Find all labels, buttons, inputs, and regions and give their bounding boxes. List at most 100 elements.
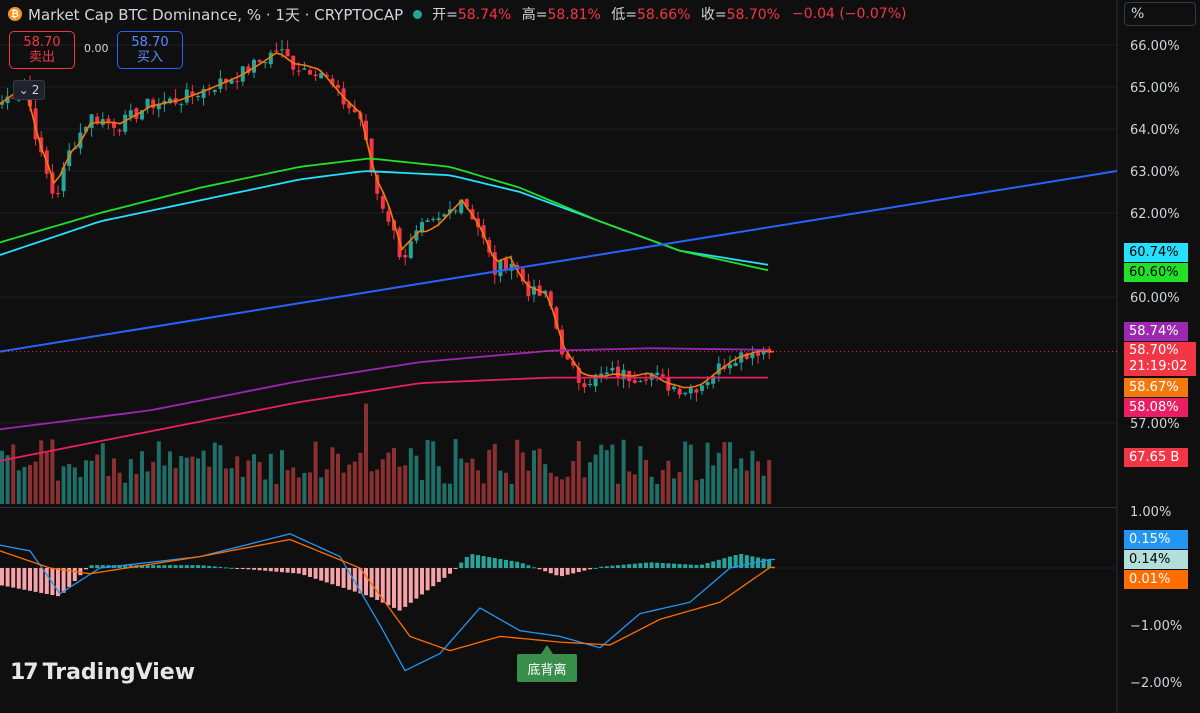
close-value: 58.70% — [726, 7, 780, 23]
indicators-toggle-button[interactable]: ⌄ 2 — [13, 80, 45, 100]
macd-histogram-bar — [78, 568, 83, 576]
macd-histogram-bar — [22, 568, 27, 590]
volume-bar — [184, 457, 189, 504]
macd-line-tag: 0.15% — [1124, 530, 1188, 549]
pane-divider[interactable] — [0, 507, 1117, 508]
volume-bar — [296, 477, 301, 504]
candle-body — [414, 230, 419, 241]
divergence-annotation[interactable]: 底背离 — [517, 654, 577, 682]
volume-bar — [319, 477, 324, 504]
macd-histogram-bar — [414, 568, 419, 599]
volume-bar — [145, 471, 150, 504]
candle-body — [201, 88, 206, 98]
candle-body — [229, 80, 234, 84]
volume-bar — [627, 471, 632, 504]
volume-bar — [56, 480, 60, 504]
sell-price: 58.70 — [23, 35, 61, 50]
volume-bar — [50, 439, 55, 504]
macd-histogram-bar — [235, 568, 240, 569]
chart-title[interactable]: Market Cap BTC Dominance, % · 1天 · CRYPT… — [28, 5, 404, 24]
candle-body — [117, 129, 122, 132]
macd-histogram-bar — [324, 568, 329, 583]
volume-bar — [100, 443, 105, 504]
macd-histogram-bar — [117, 565, 122, 568]
candle-body — [112, 122, 116, 128]
volume-bar — [487, 449, 492, 504]
candle-body — [212, 90, 217, 92]
volume-bar — [705, 442, 710, 504]
macd-histogram-bar — [44, 568, 49, 594]
volume-bar — [576, 441, 581, 504]
macd-histogram-bar — [84, 568, 88, 570]
macd-histogram-bar — [711, 561, 716, 568]
macd-histogram-bar — [308, 568, 312, 577]
macd-histogram-bar — [476, 555, 480, 568]
macd-histogram-bar — [756, 557, 760, 568]
candle-body — [56, 193, 60, 195]
candle-body — [649, 373, 654, 380]
candle-body — [571, 361, 576, 366]
volume-bar — [504, 472, 508, 504]
volume-bar — [498, 470, 503, 504]
volume-bar — [492, 443, 497, 504]
candle-body — [733, 362, 738, 367]
volume-tag: 67.65 B — [1124, 448, 1188, 467]
candle-body — [705, 382, 710, 386]
volume-bar — [106, 475, 111, 504]
volume-bar — [560, 479, 564, 504]
volume-bar — [677, 471, 682, 504]
candle-body — [352, 108, 357, 113]
macd-histogram-bar — [750, 556, 755, 568]
candle-body — [313, 74, 318, 77]
ma-green-tag: 60.60% — [1124, 263, 1188, 282]
signal-line-tag: 0.01% — [1124, 570, 1188, 589]
volume-bar — [324, 469, 329, 504]
candle-body — [89, 114, 94, 128]
candle-body — [280, 49, 284, 51]
price-change: −0.04 (−0.07%) — [791, 6, 907, 22]
volume-bar — [302, 472, 307, 504]
buy-button[interactable]: 58.70 买入 — [117, 31, 183, 69]
volume-bar — [532, 450, 536, 504]
macd-histogram-bar — [677, 563, 682, 568]
volume-bar — [134, 473, 139, 504]
sell-button[interactable]: 58.70 卖出 — [9, 31, 75, 69]
macd-histogram-bar — [347, 568, 352, 590]
candle-body — [196, 95, 200, 97]
candle-body — [453, 210, 458, 212]
volume-bar — [280, 450, 284, 504]
macd-histogram-bar — [0, 568, 4, 586]
volume-bar — [179, 456, 184, 504]
candle-body — [677, 388, 682, 395]
volume-bar — [464, 462, 469, 504]
signal-line — [0, 538, 775, 652]
volume-bar — [218, 445, 223, 504]
volume-bar — [95, 454, 100, 504]
volume-bar — [403, 465, 408, 504]
volume-bar — [168, 451, 172, 504]
macd-histogram-bar — [666, 563, 671, 568]
price-scale-unit-button[interactable]: % — [1124, 2, 1196, 26]
macd-line — [0, 533, 775, 672]
bitcoin-icon[interactable]: ₿ — [8, 7, 22, 21]
volume-bar — [543, 464, 548, 504]
ma-cyan-tag: 60.74% — [1124, 243, 1188, 262]
volume-bar — [593, 454, 598, 504]
macd-histogram-bar — [319, 568, 324, 581]
macd-histogram-bar — [61, 568, 66, 593]
annotation-arrow — [541, 645, 553, 654]
tradingview-logo[interactable]: 17 TradingView — [10, 660, 195, 685]
candle-body — [739, 352, 744, 363]
volume-bar — [448, 483, 452, 504]
volume-bar — [756, 461, 760, 504]
volume-bar — [72, 467, 77, 504]
candle-body — [84, 127, 88, 132]
open-label: 开= — [432, 7, 458, 23]
macd-histogram-bar — [526, 565, 531, 568]
volume-bar — [308, 472, 312, 504]
macd-histogram-bar — [184, 565, 189, 568]
candle-body — [252, 59, 256, 73]
candle-body — [632, 380, 637, 383]
